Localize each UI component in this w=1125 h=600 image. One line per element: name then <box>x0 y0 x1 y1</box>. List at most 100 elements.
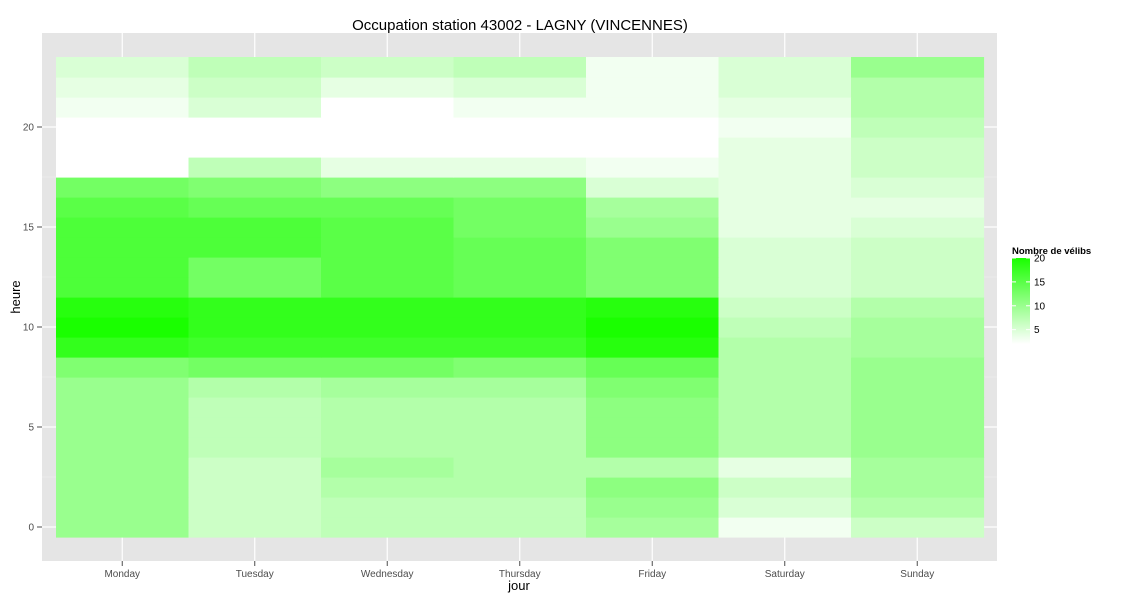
heatmap-tile <box>718 177 852 198</box>
heatmap-tile <box>586 437 720 458</box>
x-tick-label: Monday <box>104 569 140 580</box>
heatmap-tile <box>453 217 587 238</box>
heatmap-tile <box>56 397 190 418</box>
heatmap-tile <box>321 237 455 258</box>
heatmap-tile <box>453 137 587 158</box>
heatmap-tile <box>321 117 455 138</box>
heatmap-tile <box>188 317 322 338</box>
heatmap-tile <box>453 97 587 118</box>
heatmap-tile <box>851 57 985 78</box>
heatmap-tile <box>851 497 985 518</box>
heatmap-tile <box>56 317 190 338</box>
heatmap-tile <box>188 277 322 298</box>
heatmap-tile <box>718 77 852 98</box>
heatmap-tile <box>453 77 587 98</box>
heatmap-tile <box>851 437 985 458</box>
heatmap-tile <box>321 57 455 78</box>
heatmap-tile <box>321 257 455 278</box>
y-axis-title: heure <box>8 280 23 313</box>
heatmap-tile <box>188 337 322 358</box>
heatmap-tile <box>188 417 322 438</box>
heatmap-tile <box>321 437 455 458</box>
heatmap-tile <box>321 517 455 538</box>
heatmap-tile <box>851 517 985 538</box>
heatmap-tile <box>718 117 852 138</box>
heatmap-tile <box>718 237 852 258</box>
heatmap-tile <box>718 377 852 398</box>
heatmap-tile <box>188 177 322 198</box>
y-tick-label: 15 <box>23 223 35 234</box>
heatmap-tile <box>188 197 322 218</box>
heatmap-tile <box>851 337 985 358</box>
heatmap-tile <box>453 337 587 358</box>
heatmap-tile <box>453 437 587 458</box>
heatmap-tile <box>56 57 190 78</box>
heatmap-tile <box>56 237 190 258</box>
heatmap-tile <box>851 297 985 318</box>
y-tick-label: 5 <box>28 423 34 434</box>
heatmap-tile <box>586 337 720 358</box>
heatmap-tile <box>851 457 985 478</box>
heatmap-tile <box>851 197 985 218</box>
heatmap-tile <box>586 397 720 418</box>
heatmap-tile <box>188 357 322 378</box>
heatmap-tile <box>188 297 322 318</box>
x-axis: Monday Tuesday Wednesday Thursday Friday Satu… <box>104 561 934 580</box>
x-tick-label: Saturday <box>765 569 805 580</box>
y-tick-label: 20 <box>23 123 35 134</box>
heatmap-tile <box>586 77 720 98</box>
x-tick-label: Wednesday <box>361 569 414 580</box>
heatmap-tile <box>188 237 322 258</box>
heatmap-tile <box>56 77 190 98</box>
heatmap-tile <box>851 97 985 118</box>
heatmap-tile <box>453 297 587 318</box>
heatmap-tile <box>188 477 322 498</box>
heatmap-tile <box>586 217 720 238</box>
heatmap-tile <box>188 77 322 98</box>
heatmap-tile <box>851 417 985 438</box>
heatmap-tile <box>188 217 322 238</box>
heatmap-tile <box>851 377 985 398</box>
heatmap-tile <box>586 177 720 198</box>
heatmap-tile <box>718 517 852 538</box>
heatmap-tile <box>188 57 322 78</box>
heatmap-tile <box>718 497 852 518</box>
legend-tick-label: 20 <box>1034 254 1046 265</box>
heatmap-tile <box>586 257 720 278</box>
heatmap-tile <box>851 77 985 98</box>
heatmap-tile <box>718 317 852 338</box>
heatmap-tile <box>56 437 190 458</box>
heatmap-tile <box>718 257 852 278</box>
legend-tick-label: 5 <box>1034 325 1040 336</box>
heatmap-tile <box>56 97 190 118</box>
heatmap-tile <box>453 257 587 278</box>
heatmap-tile <box>56 477 190 498</box>
x-tick-label: Thursday <box>499 569 541 580</box>
heatmap-tile <box>718 57 852 78</box>
heatmap-tiles <box>56 57 985 538</box>
heatmap-tile <box>718 97 852 118</box>
heatmap-tile <box>188 497 322 518</box>
heatmap-tile <box>321 477 455 498</box>
heatmap-tile <box>586 357 720 378</box>
heatmap-tile <box>188 397 322 418</box>
heatmap-tile <box>453 197 587 218</box>
heatmap-tile <box>321 337 455 358</box>
heatmap-tile <box>56 257 190 278</box>
heatmap-tile <box>453 517 587 538</box>
legend-title: Nombre de vélibs <box>1012 246 1091 257</box>
heatmap-tile <box>851 177 985 198</box>
heatmap-tile <box>718 457 852 478</box>
heatmap-tile <box>718 197 852 218</box>
heatmap-tile <box>851 317 985 338</box>
heatmap-tile <box>586 297 720 318</box>
heatmap-tile <box>851 257 985 278</box>
heatmap-tile <box>453 477 587 498</box>
heatmap-tile <box>453 277 587 298</box>
heatmap-tile <box>718 137 852 158</box>
heatmap-tile <box>851 117 985 138</box>
heatmap-tile <box>586 517 720 538</box>
heatmap-tile <box>586 417 720 438</box>
heatmap-tile <box>321 197 455 218</box>
heatmap-tile <box>453 417 587 438</box>
